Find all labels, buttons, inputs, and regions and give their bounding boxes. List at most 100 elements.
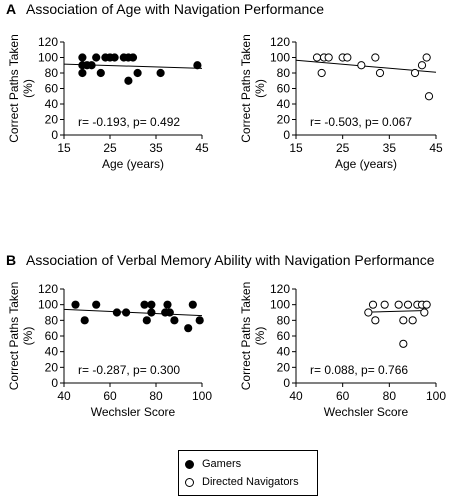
data-point [422, 53, 431, 62]
x-tick-label: 80 [149, 389, 163, 403]
panel-a-letter: A [6, 1, 16, 17]
data-point [92, 53, 101, 62]
data-point [357, 61, 366, 70]
y-tick-label: 40 [45, 345, 59, 359]
x-tick-label: 15 [57, 141, 71, 155]
y-tick-label: 40 [45, 97, 59, 111]
legend-label-gamers: Gamers [202, 458, 242, 470]
y-tick-label: 0 [283, 376, 290, 390]
data-point [424, 92, 434, 101]
x-tick-label: 80 [383, 389, 397, 403]
data-point [133, 68, 142, 78]
data-point [375, 68, 385, 78]
x-tick-label: 100 [426, 389, 446, 403]
y-axis-label-unit: (%) [253, 327, 267, 346]
x-tick-label: 35 [383, 141, 397, 155]
x-tick-label: 45 [195, 141, 209, 155]
x-tick-label: 25 [103, 141, 117, 155]
data-point [410, 68, 420, 78]
data-point [408, 316, 417, 325]
data-point [165, 308, 174, 317]
stat-label: r= 0.088, p= 0.766 [310, 363, 408, 377]
y-tick-label: 60 [277, 82, 291, 96]
x-tick-label: 25 [336, 141, 350, 155]
y-tick-label: 60 [45, 82, 59, 96]
data-point [371, 316, 380, 325]
x-tick-label: 60 [103, 389, 117, 403]
legend-label-directed-navigators: Directed Navigators [202, 476, 299, 488]
y-tick-label: 0 [283, 128, 290, 142]
y-axis-label-unit: (%) [21, 79, 35, 98]
y-axis-label-unit: (%) [21, 327, 35, 346]
data-point [368, 300, 378, 309]
y-tick-label: 20 [45, 113, 59, 127]
y-tick-label: 100 [270, 298, 290, 312]
data-point [156, 68, 165, 78]
y-tick-label: 80 [45, 313, 59, 327]
data-point [317, 68, 326, 78]
y-tick-label: 20 [45, 360, 59, 374]
data-point [122, 308, 131, 317]
data-point [147, 300, 156, 309]
y-tick-label: 100 [38, 51, 58, 65]
data-point [87, 61, 96, 70]
y-axis-label: Correct Paths Taken [7, 34, 21, 143]
y-tick-label: 60 [277, 329, 291, 343]
x-axis-label: Age (years) [335, 157, 397, 171]
y-tick-label: 0 [51, 128, 58, 142]
data-point [147, 308, 156, 317]
data-point [124, 76, 133, 85]
data-point [184, 324, 193, 333]
x-axis-label: Age (years) [102, 157, 164, 171]
data-point [128, 53, 138, 62]
y-tick-label: 100 [270, 51, 290, 65]
x-tick-label: 45 [429, 141, 443, 155]
trend-line [368, 310, 427, 313]
panel-b-letter: B [6, 252, 16, 268]
data-point [399, 316, 408, 325]
y-tick-label: 40 [277, 345, 291, 359]
data-point [422, 300, 431, 309]
y-tick-label: 80 [277, 66, 291, 80]
data-point [96, 68, 105, 78]
x-axis-label: Wechsler Score [324, 405, 409, 419]
data-point [394, 300, 403, 309]
x-tick-label: 40 [57, 389, 71, 403]
data-point [71, 300, 80, 309]
data-point [343, 53, 352, 62]
data-point [188, 300, 197, 309]
data-point [195, 316, 204, 325]
panel-b-title: Association of Verbal Memory Ability wit… [26, 252, 435, 268]
y-tick-label: 40 [277, 97, 291, 111]
x-tick-label: 15 [289, 141, 303, 155]
data-point [142, 316, 151, 325]
data-point [170, 316, 179, 325]
y-tick-label: 120 [270, 282, 290, 296]
data-point [324, 53, 333, 62]
y-axis-label-unit: (%) [253, 79, 267, 98]
data-point [193, 61, 202, 70]
y-tick-label: 100 [38, 298, 58, 312]
panel-a-title: Association of Age with Navigation Perfo… [26, 1, 324, 17]
x-tick-label: 35 [149, 141, 163, 155]
data-point [417, 61, 427, 70]
x-tick-label: 60 [336, 389, 350, 403]
x-tick-label: 40 [289, 389, 303, 403]
x-axis-label: Wechsler Score [91, 405, 176, 419]
stat-label: r= -0.503, p= 0.067 [310, 115, 412, 129]
y-tick-label: 60 [45, 329, 59, 343]
y-tick-label: 0 [51, 376, 58, 390]
y-axis-label: Correct Paths Taken [239, 34, 253, 143]
y-tick-label: 120 [270, 35, 290, 49]
legend-marker-gamers [185, 459, 194, 469]
data-point [78, 53, 87, 62]
data-point [403, 300, 413, 309]
stat-label: r= -0.193, p= 0.492 [78, 115, 180, 129]
data-point [420, 308, 429, 317]
legend-marker-directed-navigators [185, 477, 194, 487]
